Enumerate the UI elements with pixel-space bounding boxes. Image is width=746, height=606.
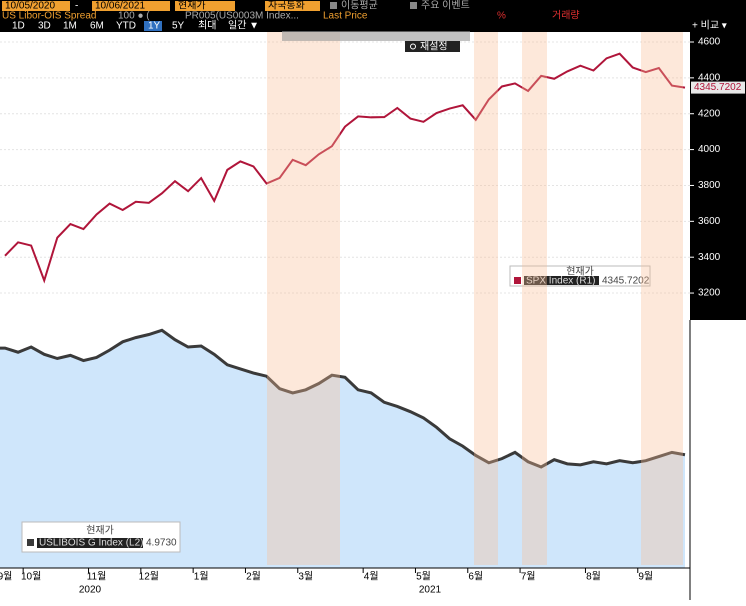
area-fill	[0, 330, 685, 568]
x-tick-label: 9월	[638, 571, 653, 583]
right-axis-bg	[690, 32, 746, 320]
period-button[interactable]: 1D	[12, 21, 25, 32]
y-tick-label: 3600	[698, 216, 721, 227]
reset-icon[interactable]	[410, 43, 416, 50]
legend-name-bg	[524, 276, 599, 285]
x-tick-label: 1월	[194, 571, 209, 583]
x-tick-label: 12월	[139, 571, 159, 583]
x-tick-label: 4월	[364, 571, 379, 583]
currency[interactable]: 자국통화	[268, 0, 305, 12]
y-tick-label: 4000	[698, 144, 721, 155]
scale: 100 ● (	[118, 11, 150, 22]
date-field[interactable]	[92, 1, 170, 11]
period-button[interactable]: 최대	[198, 20, 216, 32]
y-tick-label: 4600	[698, 37, 721, 48]
moving-average[interactable]: 이동평균	[341, 0, 378, 12]
period-button[interactable]: 3D	[38, 21, 51, 32]
legend-value: 4.9730	[146, 538, 177, 549]
x-tick-label: 2월	[246, 571, 261, 583]
legend-name: SPX Index (R1)	[526, 276, 595, 287]
plots: 3200 3400 3600 3800 4000 4200 4400 4600 4345.720…	[0, 32, 745, 596]
legend-title: 현재가	[566, 266, 594, 278]
event-band	[641, 32, 683, 565]
y-tick-label: 4200	[698, 108, 721, 119]
year-label: 2020	[79, 585, 102, 596]
line-series	[4, 52, 686, 284]
field[interactable]: 현재가	[178, 0, 206, 12]
period-bar: 1D 3D 1M 6M YTD 1Y 5Y 최대 일간 ▼	[12, 20, 259, 32]
period-button[interactable]: YTD	[116, 21, 136, 32]
events[interactable]: 주요 이벤트	[421, 0, 470, 12]
legend-name-bg	[37, 538, 143, 548]
currency-select[interactable]	[265, 1, 320, 11]
plot-bg	[0, 32, 690, 297]
legend-swatch	[514, 277, 521, 284]
period-button[interactable]: 1M	[63, 21, 77, 32]
x-tick-label: 10월	[21, 571, 41, 583]
x-tick-label: 7월	[521, 571, 536, 583]
date-separator: -	[75, 1, 78, 12]
start-date[interactable]: 10/05/2020	[5, 1, 55, 12]
legend-swatch	[27, 539, 34, 546]
y-tick-label: 3400	[698, 252, 721, 263]
period-button[interactable]: 1Y	[148, 21, 161, 32]
x-tick-label: 5월	[416, 571, 431, 583]
y-tick-label: 3200	[698, 288, 721, 299]
y-tick-label: 4400	[698, 73, 721, 84]
compare-button[interactable]: + 비교 ▾	[692, 20, 727, 32]
reset-button-bg[interactable]	[405, 41, 460, 52]
field-select[interactable]	[175, 1, 235, 11]
checkbox[interactable]	[410, 2, 417, 9]
event-band	[522, 32, 547, 565]
event-band	[267, 32, 340, 565]
legend-name: USLIBOIS G Index (L2)	[39, 538, 144, 549]
y-tick-label: 3800	[698, 180, 721, 191]
x-tick-label: 6월	[468, 571, 483, 583]
percent: %	[497, 11, 506, 22]
x-tick-label: 9월	[0, 571, 12, 583]
legend-title: 현재가	[86, 525, 114, 537]
period-active[interactable]	[144, 21, 162, 31]
checkbox[interactable]	[330, 2, 337, 9]
security: PR005(US0003M Index...	[185, 11, 299, 22]
last-value: 4345.7202	[694, 82, 742, 93]
x-tick-label: 8월	[586, 571, 601, 583]
x-tick-label: 3월	[298, 571, 313, 583]
chart-name: US Libor-OIS Spread	[2, 11, 97, 22]
line-series	[0, 328, 686, 469]
year-label: 2021	[419, 585, 442, 596]
event-band	[474, 32, 498, 565]
floating-toolbar[interactable]	[282, 31, 470, 41]
end-date[interactable]: 10/06/2021	[95, 1, 145, 12]
legend-value: 4345.7202	[602, 276, 650, 287]
volume: 거래량	[552, 10, 580, 22]
date-field[interactable]	[2, 1, 70, 11]
x-tick-label: 11월	[87, 571, 107, 583]
period-button[interactable]: 5Y	[172, 21, 185, 32]
period-button[interactable]: 6M	[90, 21, 104, 32]
period-button[interactable]: 일간 ▼	[228, 20, 259, 32]
reset-button[interactable]: 재설정	[420, 41, 448, 53]
price-type: Last Price	[323, 11, 368, 22]
last-value-tag	[691, 81, 745, 94]
